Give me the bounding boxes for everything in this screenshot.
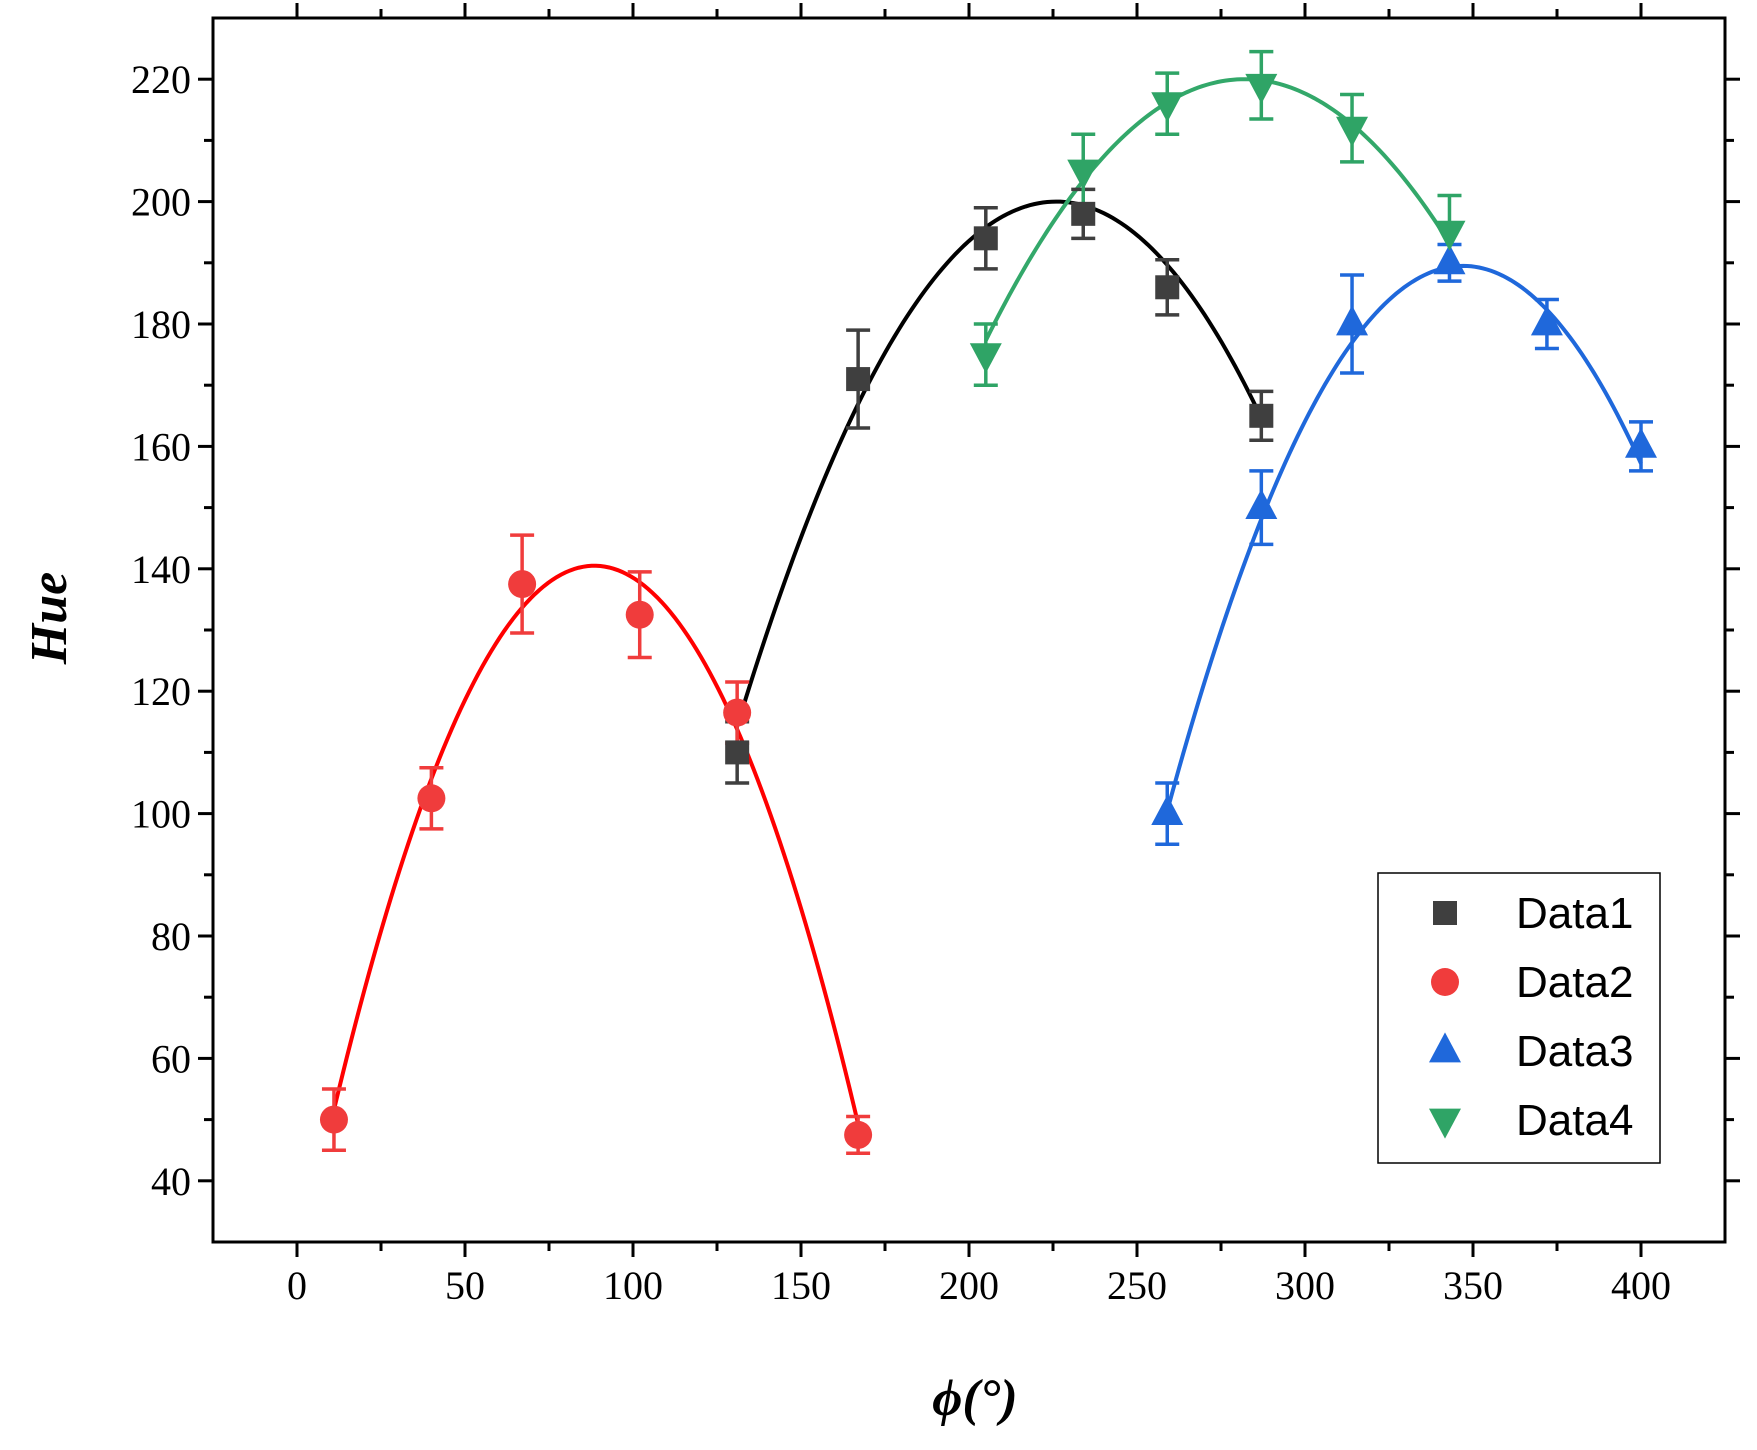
- legend-marker-data4: [1429, 1108, 1461, 1139]
- data1-point: [725, 740, 750, 765]
- data3-point: [1151, 795, 1184, 825]
- data3-point: [1336, 305, 1369, 336]
- legend-label-data3: Data3: [1516, 1027, 1633, 1076]
- data2-point: [319, 1105, 348, 1134]
- data3-point: [1530, 305, 1563, 336]
- x-tick-label: 0: [287, 1263, 307, 1308]
- data4-point: [1245, 73, 1278, 104]
- legend-marker-data3: [1429, 1032, 1461, 1063]
- data2-fit-curve: [332, 563, 861, 1125]
- x-tick-label: 100: [603, 1263, 663, 1308]
- data1-point: [846, 367, 871, 392]
- legend-box: [1377, 872, 1661, 1164]
- data1-point: [973, 226, 998, 251]
- y-tick-label: 220: [131, 57, 191, 102]
- legend-marker-data1: [1433, 901, 1457, 925]
- x-tick-label: 400: [1611, 1263, 1671, 1308]
- y-tick-label: 100: [131, 792, 191, 837]
- legend-label-data2: Data2: [1516, 958, 1633, 1007]
- data-markers: [319, 73, 1657, 1149]
- data3-point: [1625, 427, 1657, 458]
- data4-fit-curve: [984, 77, 1452, 342]
- data4-point: [1336, 116, 1369, 147]
- data1-point: [1071, 201, 1096, 226]
- y-tick-label: 40: [151, 1159, 191, 1204]
- legend-marker-data2: [1431, 968, 1459, 996]
- legend-label-data4: Data4: [1516, 1096, 1633, 1145]
- y-tick-label: 60: [151, 1036, 191, 1081]
- x-tick-label: 300: [1275, 1263, 1335, 1308]
- x-tick-label: 250: [1107, 1263, 1167, 1308]
- x-tick-label: 150: [771, 1263, 831, 1308]
- data1-fit-curve: [735, 199, 1264, 727]
- x-axis-title: ϕ(°): [932, 1370, 1018, 1427]
- y-axis-title: Hue: [21, 572, 78, 665]
- data2-point: [723, 698, 752, 727]
- data1-point: [1249, 403, 1274, 428]
- y-tick-label: 80: [151, 914, 191, 959]
- legend: Data1 Data2 Data3 Data4: [1377, 872, 1661, 1164]
- data1-point: [1155, 275, 1180, 300]
- data3-point: [1433, 244, 1466, 275]
- x-tick-label: 50: [445, 1263, 485, 1308]
- legend-label-data1: Data1: [1516, 889, 1633, 938]
- data4-point: [1433, 220, 1466, 251]
- data4-point: [969, 343, 1002, 374]
- data2-point: [625, 600, 654, 629]
- data3-fit-curve: [1165, 263, 1643, 812]
- y-tick-label: 120: [131, 669, 191, 714]
- data4-point: [1151, 92, 1184, 123]
- y-tick-label: 140: [131, 547, 191, 592]
- y-tick-label: 180: [131, 302, 191, 347]
- x-tick-label: 350: [1443, 1263, 1503, 1308]
- axes: 0 50 100 150 200 250 300 350 400 40 60 80 100 120 140 1…: [131, 3, 1740, 1308]
- data2-point: [508, 570, 537, 599]
- data4-point: [1067, 159, 1100, 190]
- data3-point: [1245, 489, 1278, 519]
- x-tick-label: 200: [939, 1263, 999, 1308]
- y-tick-label: 160: [131, 424, 191, 469]
- data2-point: [844, 1120, 873, 1149]
- y-tick-label: 200: [131, 180, 191, 225]
- data2-point: [417, 784, 446, 813]
